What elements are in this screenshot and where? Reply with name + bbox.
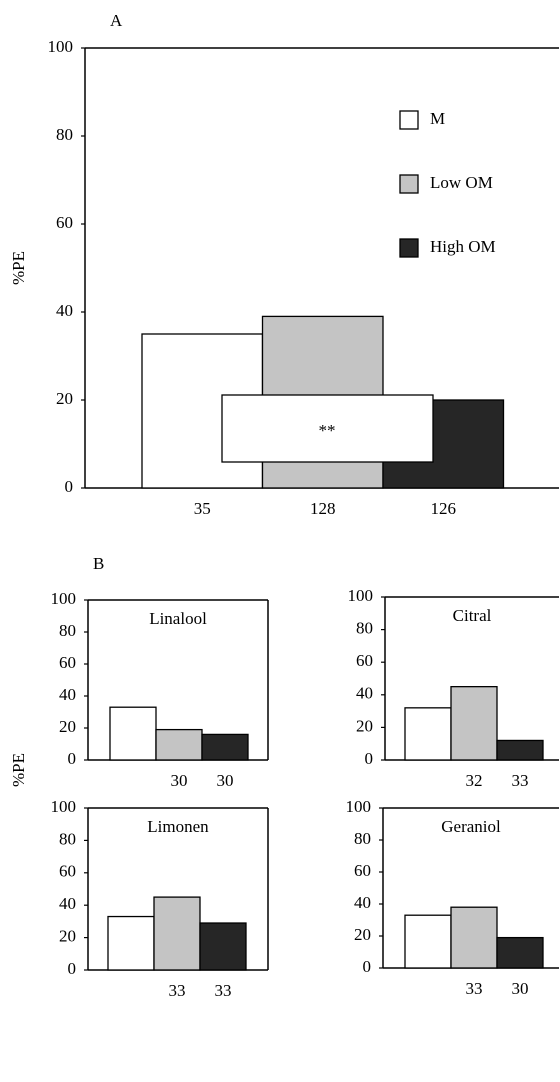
- y-tick-label: 40: [59, 894, 76, 913]
- x-tick-label: 126: [431, 499, 457, 518]
- bar: [404, 914, 452, 969]
- y-tick-label: 60: [354, 861, 371, 880]
- x-tick-label: 128: [310, 499, 336, 518]
- x-tick-label: 30: [171, 771, 188, 790]
- bar: [109, 706, 157, 761]
- y-tick-label: 20: [59, 717, 76, 736]
- y-tick-label: 100: [51, 797, 77, 816]
- y-axis-label: %PE: [9, 753, 28, 787]
- x-tick-label: 30: [512, 979, 529, 998]
- x-tick-label: 33: [215, 981, 232, 1000]
- legend-label: M: [430, 109, 445, 128]
- x-tick-label: 33: [512, 771, 529, 790]
- bar: [107, 915, 155, 971]
- annotation-box: [221, 394, 434, 463]
- y-tick-label: 0: [365, 749, 374, 768]
- y-tick-label: 40: [59, 685, 76, 704]
- x-tick-label: 35: [194, 499, 211, 518]
- bar: [404, 707, 452, 761]
- y-tick-label: 20: [354, 925, 371, 944]
- y-tick-label: 100: [51, 589, 77, 608]
- bar: [155, 728, 203, 761]
- panel-title: Limonen: [147, 817, 209, 836]
- y-tick-label: 20: [56, 389, 73, 408]
- legend-label: Low OM: [430, 173, 493, 192]
- bar: [199, 922, 247, 971]
- legend-swatch: [399, 238, 419, 258]
- y-tick-label: 100: [48, 37, 74, 56]
- bar: [153, 896, 201, 971]
- y-tick-label: 0: [68, 959, 77, 978]
- legend-label: High OM: [430, 237, 496, 256]
- panel-title: Geraniol: [441, 817, 501, 836]
- y-tick-label: 0: [363, 957, 372, 976]
- bar: [201, 733, 249, 761]
- panel-title: Citral: [453, 606, 492, 625]
- y-tick-label: 100: [348, 586, 374, 605]
- y-tick-label: 80: [354, 829, 371, 848]
- x-tick-label: 33: [466, 979, 483, 998]
- y-tick-label: 40: [56, 301, 73, 320]
- bar: [496, 739, 544, 761]
- y-axis-label: %PE: [9, 251, 28, 285]
- y-tick-label: 60: [356, 651, 373, 670]
- annotation: **: [319, 421, 336, 440]
- y-tick-label: 40: [354, 893, 371, 912]
- x-tick-label: 33: [169, 981, 186, 1000]
- y-tick-label: 0: [68, 749, 77, 768]
- panel-label: B: [93, 554, 104, 573]
- bar: [450, 686, 498, 761]
- y-tick-label: 80: [59, 829, 76, 848]
- panel-title: Linalool: [149, 609, 207, 628]
- y-tick-label: 60: [59, 862, 76, 881]
- y-tick-label: 20: [356, 716, 373, 735]
- y-tick-label: 80: [56, 125, 73, 144]
- panel-label: A: [110, 11, 123, 30]
- y-tick-label: 0: [65, 477, 74, 496]
- legend-swatch: [399, 174, 419, 194]
- x-tick-label: 30: [217, 771, 234, 790]
- y-tick-label: 80: [59, 621, 76, 640]
- y-tick-label: 20: [59, 927, 76, 946]
- x-tick-label: 32: [466, 771, 483, 790]
- bar: [496, 936, 544, 969]
- bar: [450, 906, 498, 969]
- y-tick-label: 60: [56, 213, 73, 232]
- legend-swatch: [399, 110, 419, 130]
- y-tick-label: 40: [356, 684, 373, 703]
- y-tick-label: 60: [59, 653, 76, 672]
- y-tick-label: 100: [346, 797, 372, 816]
- y-tick-label: 80: [356, 619, 373, 638]
